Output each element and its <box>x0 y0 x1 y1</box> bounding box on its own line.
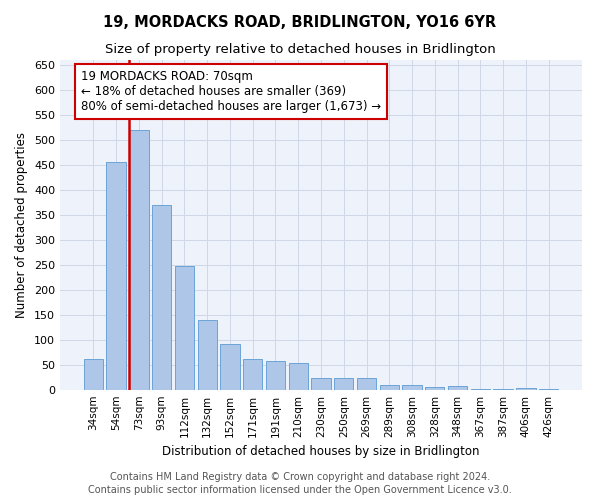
Bar <box>106 162 126 390</box>
Bar <box>470 388 490 390</box>
Bar <box>493 388 513 390</box>
Bar <box>448 386 467 390</box>
Text: 19 MORDACKS ROAD: 70sqm
← 18% of detached houses are smaller (369)
80% of semi-d: 19 MORDACKS ROAD: 70sqm ← 18% of detache… <box>81 70 381 113</box>
Text: 19, MORDACKS ROAD, BRIDLINGTON, YO16 6YR: 19, MORDACKS ROAD, BRIDLINGTON, YO16 6YR <box>103 15 497 30</box>
X-axis label: Distribution of detached houses by size in Bridlington: Distribution of detached houses by size … <box>162 446 480 458</box>
Bar <box>197 320 217 390</box>
Text: Contains public sector information licensed under the Open Government Licence v3: Contains public sector information licen… <box>88 485 512 495</box>
Bar <box>516 388 536 390</box>
Bar <box>84 359 103 390</box>
Bar <box>175 266 194 390</box>
Bar <box>266 361 285 390</box>
Bar <box>243 359 262 390</box>
Bar <box>220 344 239 390</box>
Text: Contains HM Land Registry data © Crown copyright and database right 2024.: Contains HM Land Registry data © Crown c… <box>110 472 490 482</box>
Bar <box>129 130 149 390</box>
Text: Size of property relative to detached houses in Bridlington: Size of property relative to detached ho… <box>104 42 496 56</box>
Bar <box>380 384 399 390</box>
Bar <box>311 378 331 390</box>
Y-axis label: Number of detached properties: Number of detached properties <box>16 132 28 318</box>
Bar <box>289 362 308 390</box>
Bar <box>539 388 558 390</box>
Bar <box>403 384 422 390</box>
Bar <box>152 205 172 390</box>
Bar <box>425 387 445 390</box>
Bar <box>357 378 376 390</box>
Bar <box>334 378 353 390</box>
